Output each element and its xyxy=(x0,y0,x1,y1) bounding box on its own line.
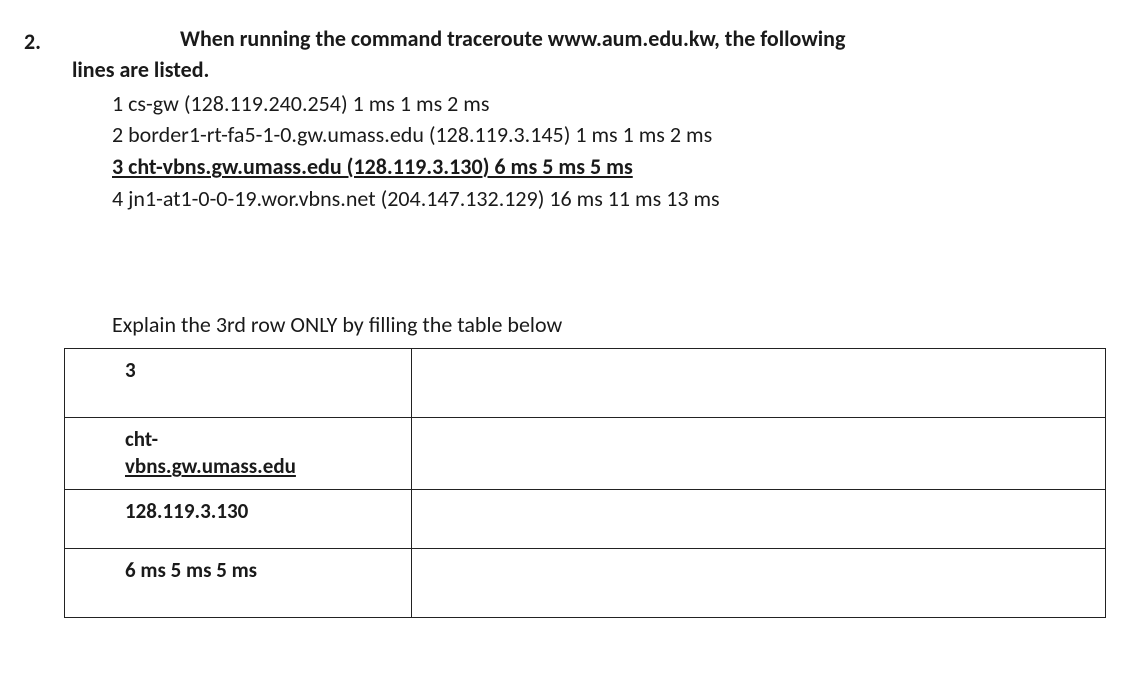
prompt-line-2: lines are listed. xyxy=(72,55,1085,86)
hop-3: 3 cht-vbns.gw.umass.edu (128.119.3.130) … xyxy=(112,151,1085,183)
label-text-line-2: vbns.gw.umass.edu xyxy=(125,453,296,479)
row-value-hop-number[interactable] xyxy=(412,349,1106,418)
instruction-text: Explain the 3rd row ONLY by filling the … xyxy=(112,311,1085,338)
table-row: cht- vbns.gw.umass.edu xyxy=(65,418,1106,490)
traceroute-output: 1 cs-gw (128.119.240.254) 1 ms 1 ms 2 ms… xyxy=(112,88,1085,216)
hop-1: 1 cs-gw (128.119.240.254) 1 ms 1 ms 2 ms xyxy=(112,88,1085,120)
row-value-ip[interactable] xyxy=(412,489,1106,548)
label-text: 6 ms 5 ms 5 ms xyxy=(125,557,257,583)
row-value-hostname[interactable] xyxy=(412,418,1106,490)
table-row: 3 xyxy=(65,349,1106,418)
question-text: When running the command traceroute www.… xyxy=(72,24,1085,86)
table-row: 128.119.3.130 xyxy=(65,489,1106,548)
label-text: 3 xyxy=(125,357,136,383)
hop-2: 2 border1-rt-fa5-1-0.gw.umass.edu (128.1… xyxy=(112,119,1085,151)
row-label-rtt: 6 ms 5 ms 5 ms xyxy=(65,548,412,617)
label-text-line-1: cht- xyxy=(125,426,158,452)
label-text: 128.119.3.130 xyxy=(125,498,248,524)
hop-4: 4 jn1-at1-0-0-19.wor.vbns.net (204.147.1… xyxy=(112,183,1085,215)
answer-table: 3 cht- vbns.gw.umass.edu 128.119.3.130 xyxy=(64,348,1106,618)
row-label-hostname: cht- vbns.gw.umass.edu xyxy=(65,418,412,490)
question-page: 2. When running the command traceroute w… xyxy=(0,0,1125,687)
prompt-line-1: When running the command traceroute www.… xyxy=(72,24,1085,55)
row-label-ip: 128.119.3.130 xyxy=(65,489,412,548)
table-row: 6 ms 5 ms 5 ms xyxy=(65,548,1106,617)
row-value-rtt[interactable] xyxy=(412,548,1106,617)
row-label-hop-number: 3 xyxy=(65,349,412,418)
question-number: 2. xyxy=(24,28,41,55)
